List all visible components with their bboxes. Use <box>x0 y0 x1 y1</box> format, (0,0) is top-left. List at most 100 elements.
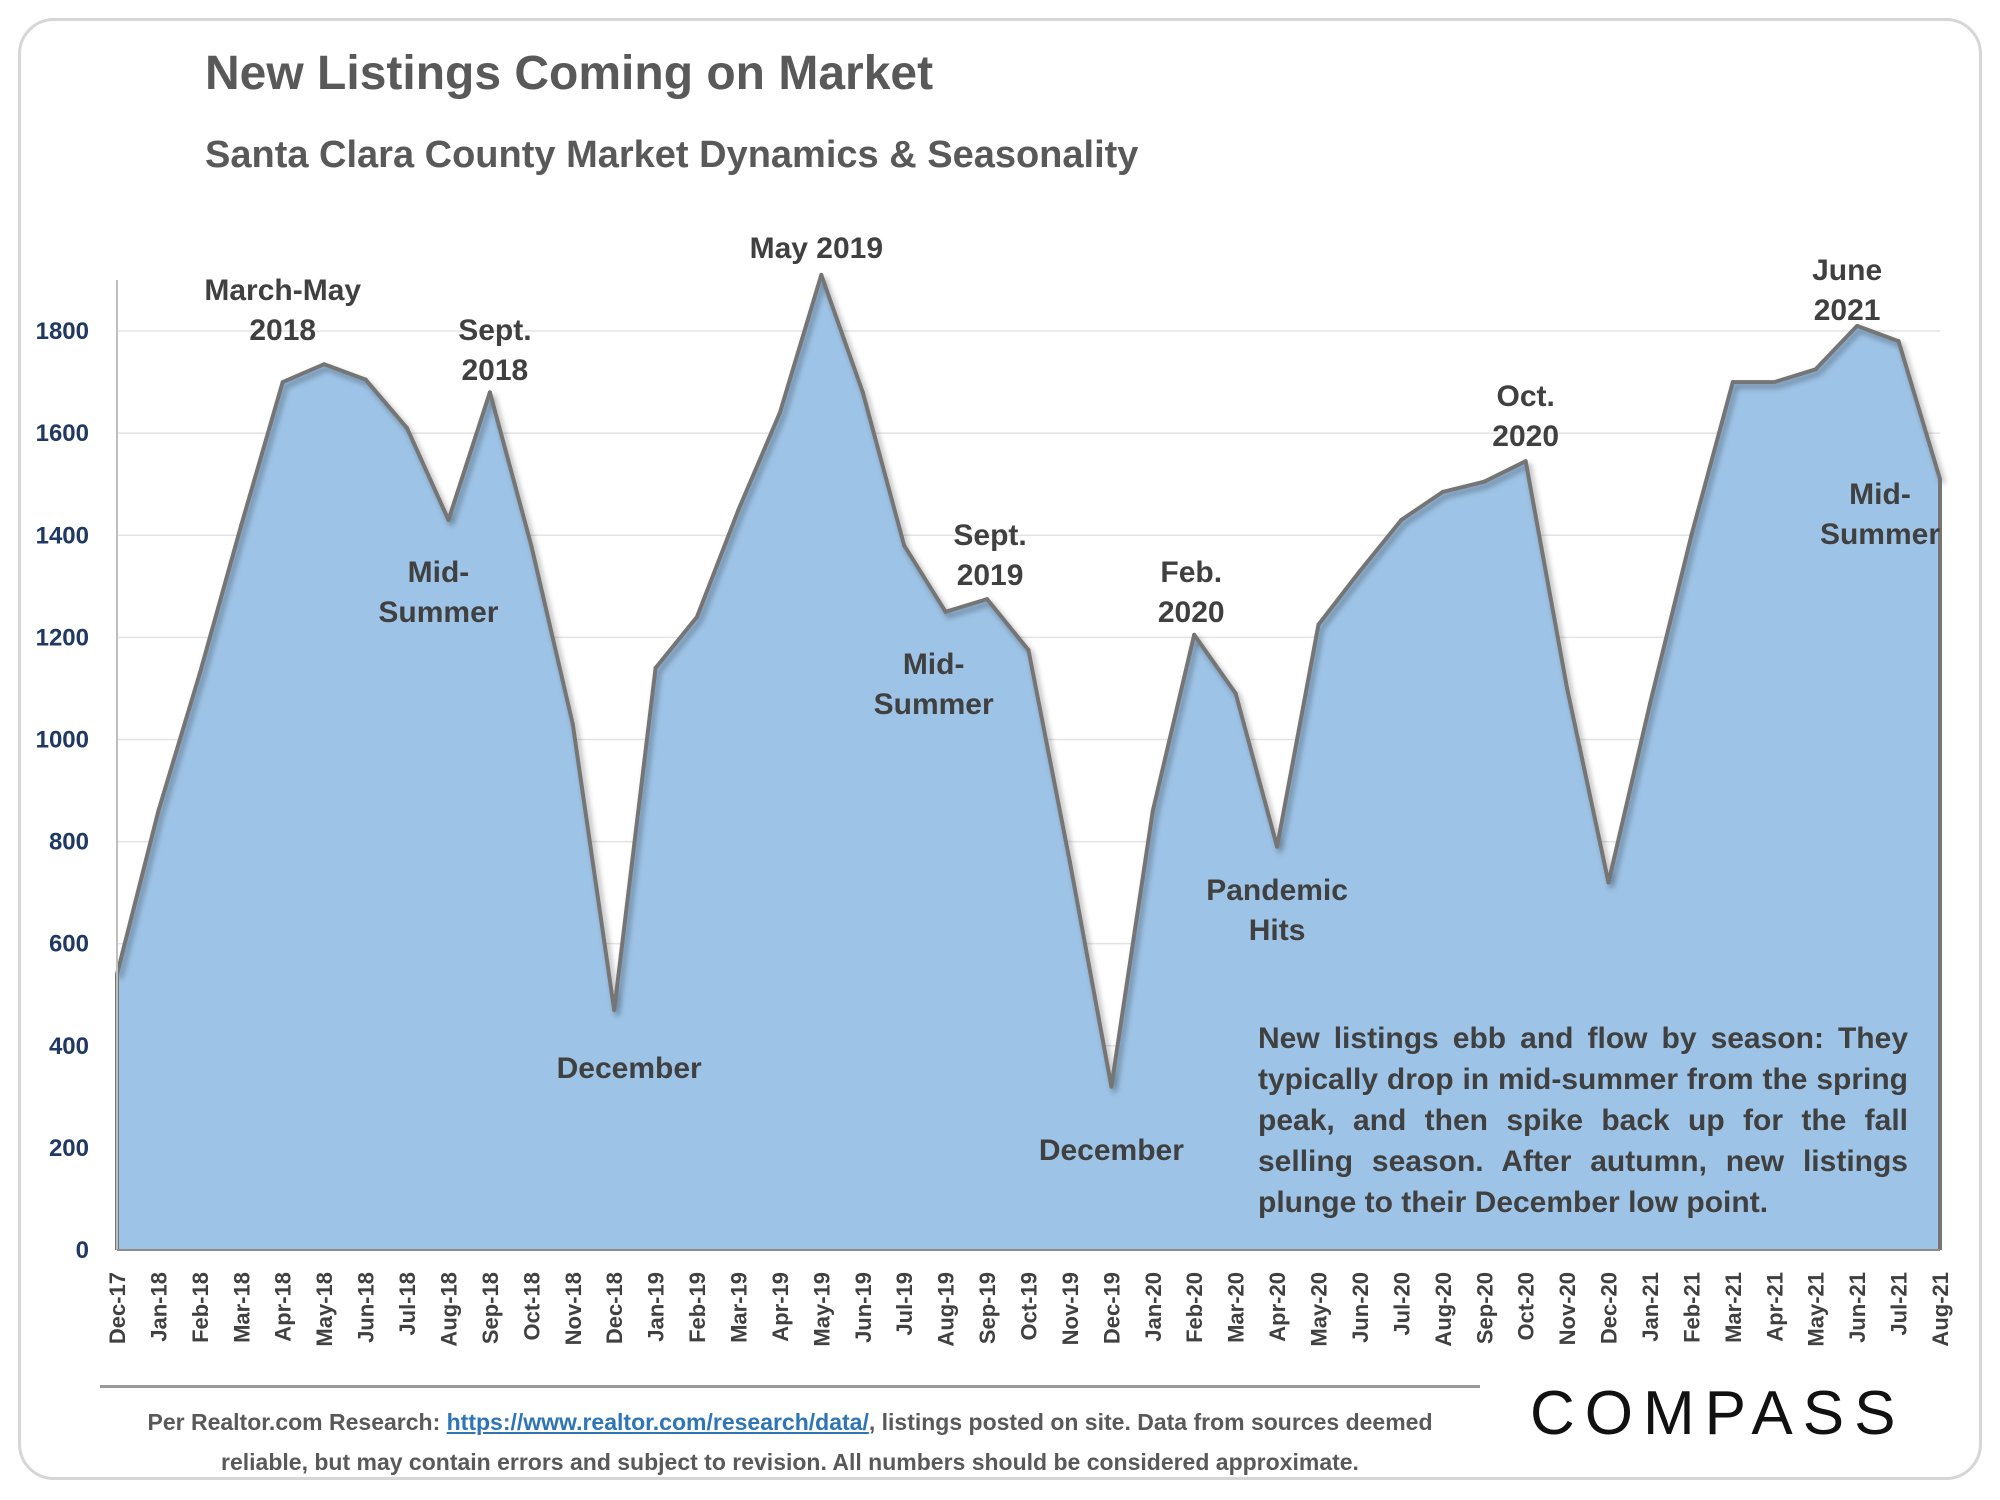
annotation-line: Pandemic <box>1206 874 1348 907</box>
annotation-line: Summer <box>378 596 498 629</box>
annotation-line: Mid- <box>1849 478 1911 511</box>
annotation-line: 2020 <box>1158 596 1225 629</box>
chart-frame <box>18 18 1982 1480</box>
annotation-line: December <box>1039 1134 1184 1167</box>
annotation-line: 2021 <box>1814 294 1881 327</box>
annotation: December <box>1039 1134 1184 1167</box>
data-point <box>1150 808 1155 813</box>
x-tick-label: May-19 <box>809 1272 834 1347</box>
source-link[interactable]: https://www.realtor.com/research/data/ <box>446 1409 869 1435</box>
x-tick-label: Nov-18 <box>561 1272 586 1345</box>
data-point <box>1730 380 1735 385</box>
data-point <box>777 410 782 415</box>
x-tick-label: Nov-20 <box>1555 1272 1580 1345</box>
data-point <box>570 722 575 727</box>
data-point <box>239 523 244 528</box>
x-tick-label: May-21 <box>1804 1272 1829 1347</box>
x-tick-label: Jan-21 <box>1638 1272 1663 1342</box>
x-tick-label: Mar-18 <box>229 1272 254 1343</box>
data-point <box>1938 477 1942 482</box>
y-axis-tick-labels: 0 200 400 600 800 1000 1200 1400 1600 1800 <box>36 318 89 1264</box>
data-point <box>363 377 368 382</box>
data-point <box>1399 517 1404 522</box>
data-point <box>1606 880 1611 885</box>
annotation-line: December <box>557 1052 702 1085</box>
chart-title: New Listings Coming on Market <box>205 47 934 100</box>
annotation: Mid- Summer <box>378 556 498 629</box>
x-tick-label: Jul-20 <box>1389 1272 1414 1336</box>
x-tick-label: Apr-20 <box>1265 1272 1290 1342</box>
x-tick-label: Feb-20 <box>1182 1272 1207 1343</box>
x-tick-label: Jun-21 <box>1845 1272 1870 1343</box>
footnote-suffix: , listings posted on site. Data from sou… <box>221 1409 1433 1475</box>
data-point <box>446 517 451 522</box>
x-tick-label: Aug-20 <box>1431 1272 1456 1347</box>
data-point <box>1192 632 1197 637</box>
x-tick-label: Feb-18 <box>188 1272 213 1343</box>
annotation-line: Sept. <box>458 314 531 347</box>
x-tick-label: Oct-18 <box>519 1272 544 1340</box>
x-tick-label: Jan-18 <box>146 1272 171 1342</box>
data-point <box>1440 489 1445 494</box>
data-point <box>1275 844 1280 849</box>
annotation: December <box>557 1052 702 1085</box>
x-tick-label: Sep-20 <box>1472 1272 1497 1344</box>
x-tick-label: Jan-19 <box>644 1272 669 1342</box>
data-point <box>1855 323 1860 328</box>
footnote-prefix: Per Realtor.com Research: <box>147 1409 447 1435</box>
x-tick-label: Dec-19 <box>1099 1272 1124 1344</box>
footer-divider <box>100 1385 1480 1388</box>
x-tick-label: Oct-19 <box>1017 1272 1042 1340</box>
x-tick-label: Sep-19 <box>975 1272 1000 1344</box>
y-tick-label: 800 <box>49 829 89 856</box>
area-series <box>115 272 1942 1250</box>
annotation: Mid- Summer <box>1820 478 1940 551</box>
annotation-line: Summer <box>1820 518 1940 551</box>
data-point <box>280 380 285 385</box>
explanatory-note: New listings ebb and flow by season: The… <box>1258 1022 1908 1219</box>
x-tick-label: Dec-20 <box>1597 1272 1622 1344</box>
annotation: Mid- Summer <box>874 648 994 721</box>
data-point <box>1813 367 1818 372</box>
x-tick-label: Mar-20 <box>1224 1272 1249 1343</box>
x-tick-label: Apr-21 <box>1762 1272 1787 1342</box>
x-tick-label: Aug-18 <box>436 1272 461 1347</box>
y-tick-label: 1800 <box>36 318 89 345</box>
annotation: Sept. 2018 <box>458 314 531 387</box>
annotation-line: 2020 <box>1492 420 1559 453</box>
y-tick-label: 1200 <box>36 624 89 651</box>
annotation-line: Summer <box>874 688 994 721</box>
data-point <box>695 614 700 619</box>
data-point <box>819 272 824 277</box>
annotation-line: March-May <box>204 274 361 307</box>
data-point <box>1316 622 1321 627</box>
annotation: Feb. 2020 <box>1158 556 1225 629</box>
x-tick-label: Aug-19 <box>934 1272 959 1347</box>
data-point <box>405 426 410 431</box>
y-tick-label: 1000 <box>36 726 89 753</box>
data-point <box>1565 686 1570 691</box>
x-tick-label: Dec-17 <box>105 1272 130 1344</box>
data-point <box>322 362 327 367</box>
data-point <box>985 597 990 602</box>
data-point <box>1233 691 1238 696</box>
x-tick-label: Jul-19 <box>892 1272 917 1336</box>
data-point <box>1647 701 1652 706</box>
data-point <box>860 390 865 395</box>
x-tick-label: Jun-19 <box>851 1272 876 1343</box>
x-tick-label: Jul-18 <box>395 1272 420 1336</box>
annotation: Sept. 2019 <box>953 519 1026 592</box>
annotation-line: May 2019 <box>750 232 883 265</box>
annotation-line: Mid- <box>903 648 965 681</box>
axes <box>116 280 1940 1251</box>
x-tick-label: Jun-18 <box>354 1272 379 1343</box>
data-point <box>902 543 907 548</box>
x-tick-label: Nov-19 <box>1058 1272 1083 1345</box>
annotation: May 2019 <box>750 232 883 265</box>
data-point <box>1689 533 1694 538</box>
x-tick-label: Mar-19 <box>726 1272 751 1343</box>
data-point <box>612 1008 617 1013</box>
y-tick-label: 1400 <box>36 522 89 549</box>
x-tick-label: Sep-18 <box>478 1272 503 1344</box>
